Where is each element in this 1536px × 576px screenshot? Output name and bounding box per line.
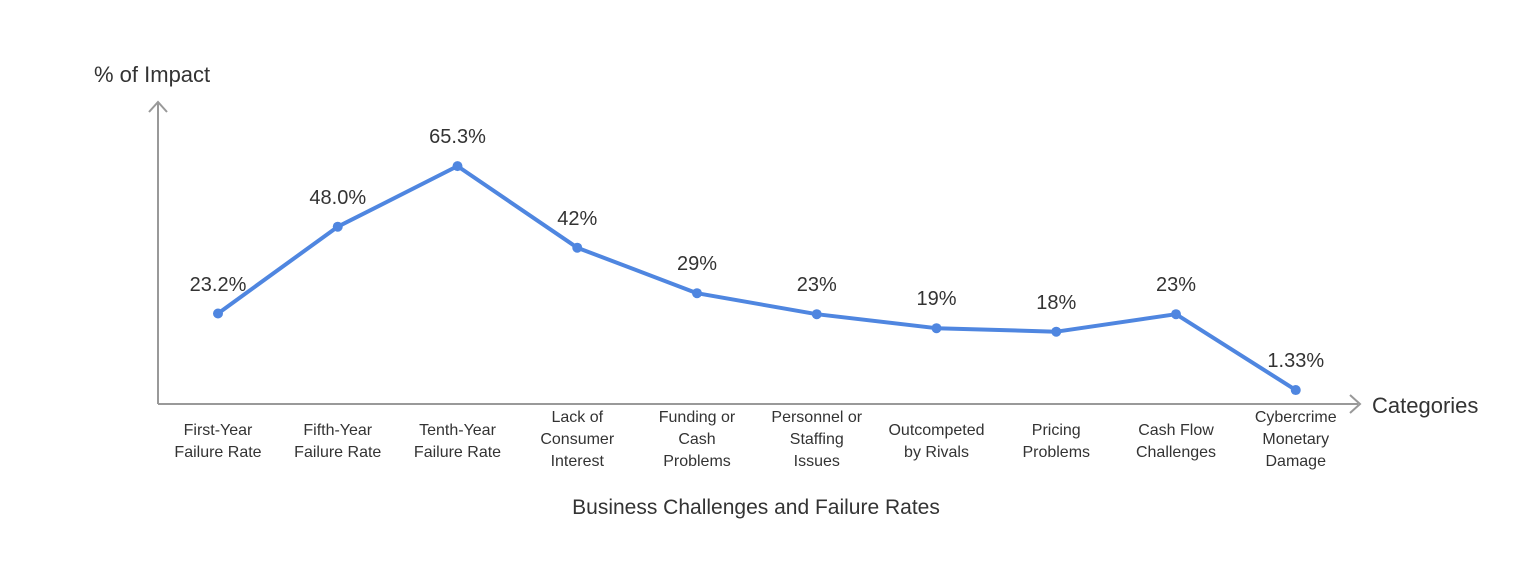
data-label: 23% [796, 274, 837, 297]
x-tick-label: Lack of Consumer Interest [540, 409, 615, 470]
x-axis-label: Categories [1372, 393, 1479, 418]
data-label: 23.2% [189, 273, 247, 296]
x-tick-label: Fifth-Year Failure Rate [294, 422, 382, 461]
x-tick-label: Outcompeted by Rivals [888, 422, 985, 461]
data-label: 18% [1036, 291, 1077, 314]
data-label: 19% [916, 288, 957, 311]
data-point [332, 221, 343, 232]
data-label: 23% [1155, 274, 1197, 297]
data-point [811, 309, 822, 320]
series-line [216, 164, 1297, 392]
data-label: 29% [676, 253, 718, 276]
y-axis-label: % of Impact [94, 62, 211, 87]
data-point [1171, 309, 1181, 320]
data-point [452, 161, 463, 172]
x-tick-label: Cash Flow Challenges [1135, 422, 1217, 461]
x-tick-label: First-Year Failure Rate [174, 422, 262, 461]
x-tick-label: Tenth-Year Failure Rate [413, 422, 502, 461]
data-label: 1.33% [1267, 350, 1325, 373]
data-point [931, 323, 942, 334]
x-tick-label: Funding or Cash Problems [658, 409, 736, 470]
data-point [692, 288, 702, 299]
data-point [213, 308, 223, 319]
y-axis-arrow [148, 100, 168, 113]
x-tick-label: Personnel or Staffing Issues [771, 409, 863, 470]
x-tick-label: Cybercrime Monetary Damage [1254, 409, 1337, 470]
data-point [1290, 385, 1301, 396]
data-point [1051, 326, 1062, 337]
chart-title: Business Challenges and Failure Rates [572, 496, 940, 519]
data-label: 48.0% [309, 186, 367, 209]
data-label: 42% [557, 207, 598, 230]
x-tick-label: Pricing Problems [1022, 422, 1091, 461]
x-axis-arrow [1349, 394, 1362, 414]
data-label: 65.3% [429, 126, 486, 149]
data-point [572, 242, 583, 253]
